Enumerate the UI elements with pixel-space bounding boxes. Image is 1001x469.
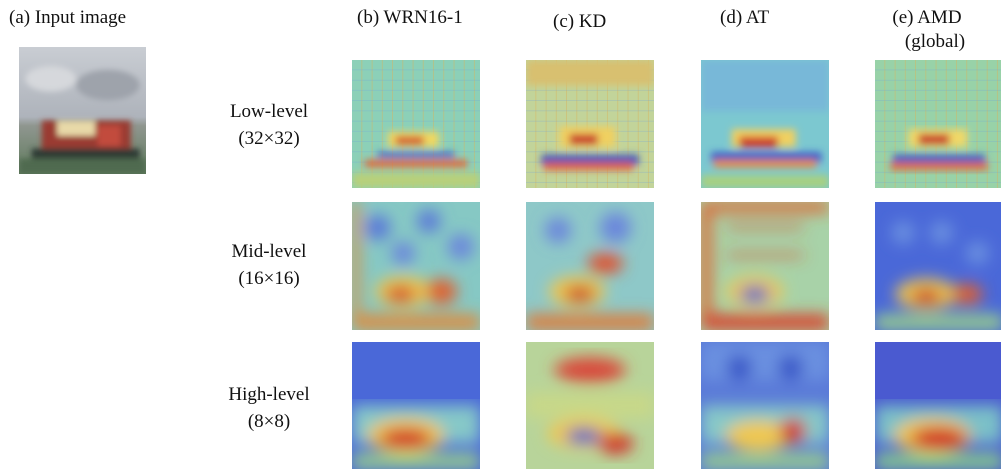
row-label-low-name: Low-level [229, 101, 309, 122]
row-label-low-size: (32×32) [238, 128, 300, 149]
column-header-amd-line1: (e) AMD [892, 7, 962, 28]
heatmap-at-low [701, 60, 829, 188]
row-label-high-name: High-level [228, 384, 310, 405]
heatmap-wrn16-mid [352, 202, 480, 330]
heatmap-amd-low [875, 60, 1001, 188]
heatmap-amd-high [875, 342, 1001, 469]
heatmap-kd-high [526, 342, 654, 469]
input-image-title: (a) Input image [9, 7, 127, 28]
column-header-at: (d) AT [720, 7, 770, 28]
row-label-low: Low-level (32×32) [194, 98, 344, 152]
heatmap-at-mid [701, 202, 829, 330]
heatmap-at-high [701, 342, 829, 469]
heatmap-wrn16-low [352, 60, 480, 188]
column-header-amd-line2: (global) [904, 31, 966, 52]
heatmap-amd-mid [875, 202, 1001, 330]
heatmap-kd-low [526, 60, 654, 188]
input-image [19, 47, 146, 174]
heatmap-wrn16-high [352, 342, 480, 469]
row-label-mid-name: Mid-level [231, 241, 307, 262]
column-header-amd: (e) AMD (global) [862, 6, 992, 54]
row-label-high: High-level (8×8) [194, 381, 344, 435]
row-label-mid: Mid-level (16×16) [194, 238, 344, 292]
row-label-mid-size: (16×16) [238, 268, 300, 289]
row-label-high-size: (8×8) [247, 411, 291, 432]
column-header-kd: (c) KD [553, 11, 607, 32]
heatmap-kd-mid [526, 202, 654, 330]
column-header-wrn16: (b) WRN16-1 [357, 7, 463, 28]
